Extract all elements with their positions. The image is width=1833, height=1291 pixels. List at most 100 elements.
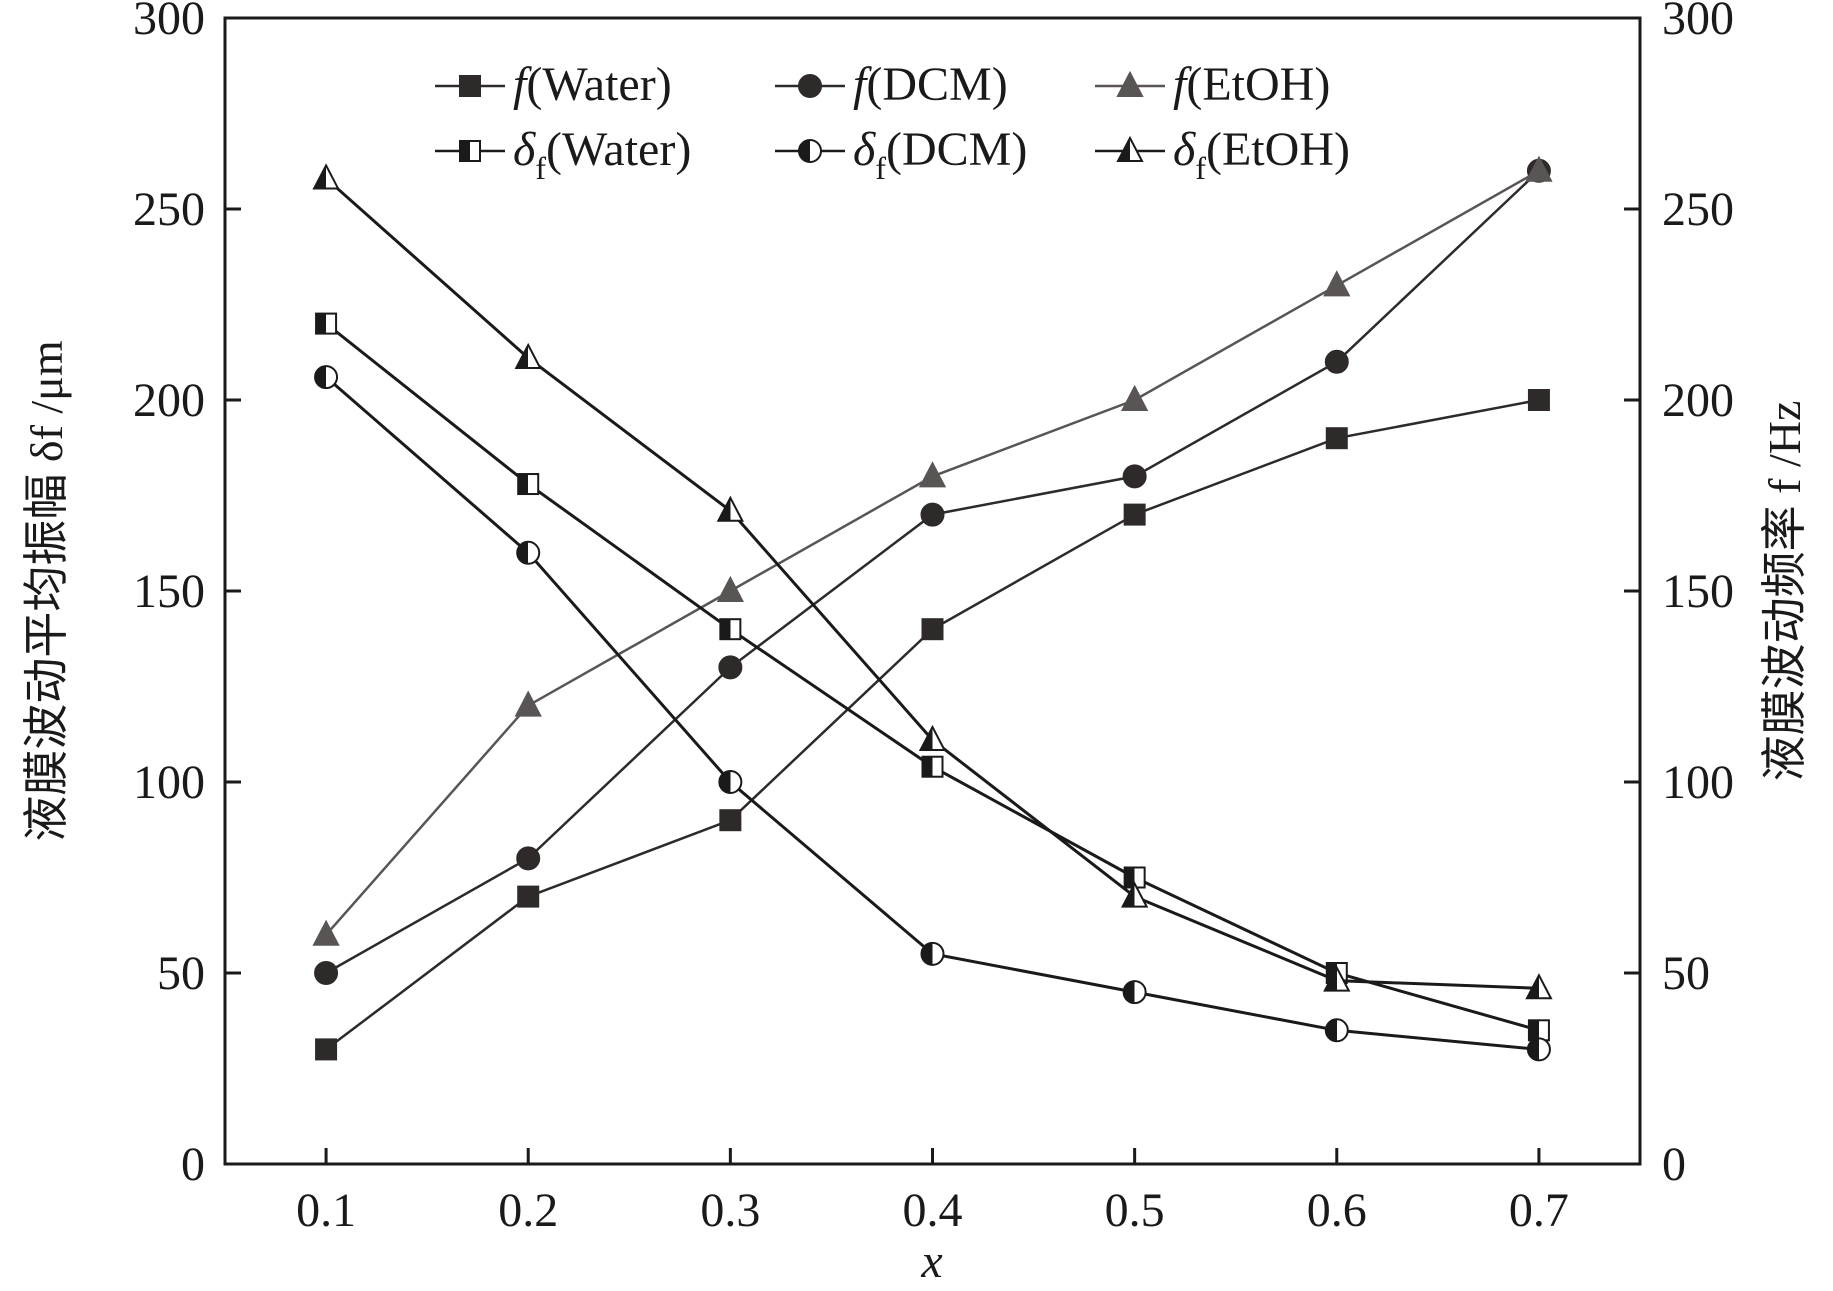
legend-label-main: δ <box>513 123 536 176</box>
series-line <box>325 169 1540 975</box>
y-tick-label-right: 250 <box>1662 183 1734 236</box>
data-point <box>716 495 745 522</box>
data-point <box>312 163 340 190</box>
data-point <box>1325 427 1348 450</box>
data-point <box>1122 980 1147 1005</box>
y-tick-label-right: 200 <box>1662 374 1734 427</box>
y-tick-label-left: 50 <box>157 947 205 1000</box>
data-point <box>921 618 944 641</box>
legend-label-main: δ <box>1173 123 1196 176</box>
data-point <box>920 502 945 527</box>
data-point <box>314 961 339 985</box>
legend-label: f(EtOH) <box>1173 58 1330 111</box>
data-point <box>516 846 541 871</box>
data-point <box>312 919 340 946</box>
plot-frame <box>223 16 1642 1166</box>
y-tick-label-left: 150 <box>133 565 205 618</box>
data-point <box>1122 464 1147 489</box>
data-point <box>918 461 947 488</box>
data-point <box>1323 270 1351 297</box>
legend-marker <box>459 140 481 162</box>
y-tick-label-right: 100 <box>1662 756 1734 809</box>
data-point <box>517 885 540 908</box>
y-tick-label-left: 0 <box>181 1138 205 1191</box>
data-point <box>1527 389 1550 411</box>
legend-label: δf(Water) <box>513 123 691 186</box>
series-line <box>325 169 1540 936</box>
x-tick-label: 0.6 <box>1307 1184 1367 1237</box>
y-tick-label-left: 200 <box>133 374 205 427</box>
legend-label-sub: f <box>875 150 886 186</box>
data-point <box>719 809 742 832</box>
legend-label-sub: f <box>535 150 546 186</box>
axis-ticks: 0.1 0.2 0.3 0.4 0.5 0.6 0.7 0 50 100 150 200 250 300 0… <box>133 0 1734 1237</box>
data-point <box>920 941 945 966</box>
y-axis-title-left: 液膜波动平均振幅 δf /μm <box>21 340 72 841</box>
y-axis-title-right: 液膜波动频率 f /Hz <box>1759 401 1810 782</box>
series-layer <box>312 155 1553 1062</box>
legend-label: f(Water) <box>513 58 672 111</box>
legend-label-suffix: (Water) <box>546 123 691 176</box>
series-5 <box>312 163 1553 1000</box>
x-tick-label: 0.2 <box>498 1184 558 1237</box>
series-2 <box>312 155 1553 946</box>
series-4 <box>314 365 1551 1062</box>
legend-label-suffix: (DCM) <box>886 123 1027 176</box>
legend-label-suffix: (DCM) <box>866 58 1007 111</box>
data-point <box>315 1038 338 1061</box>
x-tick-label: 0.3 <box>700 1184 760 1237</box>
y-tick-label-left: 250 <box>133 183 205 236</box>
legend: f(Water) f(DCM) f(EtOH)δf(Water) δf(DCM) δf(… <box>435 58 1350 186</box>
y-tick-label-right: 50 <box>1662 947 1710 1000</box>
legend-marker <box>459 75 481 97</box>
y-tick-label-right: 300 <box>1662 0 1734 45</box>
legend-entry: f(EtOH) <box>1095 58 1330 111</box>
legend-label: δf(DCM) <box>853 123 1027 186</box>
data-point <box>514 690 542 717</box>
legend-label-main: δ <box>853 123 876 176</box>
data-point <box>314 365 339 390</box>
y-tick-label-left: 300 <box>133 0 205 45</box>
legend-entry: δf(DCM) <box>775 123 1027 186</box>
legend-label-suffix: (Water) <box>526 58 671 111</box>
x-tick-label: 0.7 <box>1509 1184 1569 1237</box>
legend-label-suffix: (EtOH) <box>1186 58 1330 111</box>
data-point <box>716 575 745 602</box>
y-tick-label-right: 0 <box>1662 1138 1686 1191</box>
legend-label: f(DCM) <box>853 58 1008 111</box>
data-point <box>1323 965 1351 992</box>
data-point <box>718 770 743 794</box>
data-point <box>918 724 947 751</box>
data-point <box>1120 881 1149 908</box>
data-point <box>1526 1037 1551 1062</box>
legend-marker <box>1116 70 1144 97</box>
data-point <box>1525 973 1553 1000</box>
data-point <box>1120 384 1149 411</box>
legend-entry: f(DCM) <box>775 58 1008 111</box>
series-0 <box>315 389 1550 1061</box>
x-axis-title: x <box>920 1235 942 1286</box>
data-point <box>1525 155 1553 182</box>
legend-label-sub: f <box>1195 150 1206 186</box>
legend-marker <box>798 74 822 98</box>
x-tick-label: 0.4 <box>903 1184 963 1237</box>
data-point <box>1324 349 1349 374</box>
legend-entry: δf(EtOH) <box>1095 123 1350 186</box>
series-3 <box>315 312 1550 1042</box>
data-point <box>516 540 541 565</box>
y-tick-label-right: 150 <box>1662 565 1734 618</box>
data-point <box>1527 1019 1550 1042</box>
x-tick-label: 0.5 <box>1105 1184 1165 1237</box>
series-1 <box>314 158 1551 985</box>
series-line <box>325 322 1540 1032</box>
legend-marker <box>798 139 822 163</box>
data-point <box>1324 1018 1349 1043</box>
series-line <box>325 177 1539 990</box>
data-point <box>719 618 742 641</box>
data-point <box>315 312 338 335</box>
legend-entry: f(Water) <box>435 58 672 111</box>
legend-label-suffix: (EtOH) <box>1206 123 1350 176</box>
data-point <box>1123 503 1146 526</box>
legend-label: δf(EtOH) <box>1173 123 1350 186</box>
